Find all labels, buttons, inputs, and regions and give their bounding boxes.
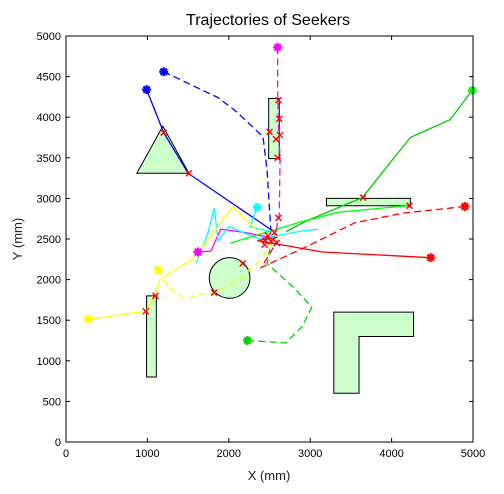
cross-marker-9	[239, 259, 247, 267]
y-tick-label-2: 1000	[37, 356, 61, 368]
obstacle-circle-5	[208, 257, 251, 299]
trajectory-line-10	[247, 238, 313, 344]
cross-marker-8	[210, 289, 218, 297]
start-marker-8	[243, 336, 253, 345]
cross-marker-16	[264, 232, 272, 240]
cross-marker-1	[185, 169, 193, 177]
x-tick-label-0: 0	[63, 448, 69, 460]
trajectory-line-11	[257, 236, 431, 259]
y-tick-label-7: 3500	[37, 153, 61, 165]
start-marker-7	[467, 85, 477, 95]
x-axis-label: X (mm)	[248, 468, 291, 483]
y-tick-label-0: 0	[55, 437, 61, 449]
y-tick-label-1: 500	[43, 396, 61, 408]
start-marker-2	[273, 42, 283, 52]
obstacle-polygon-4	[333, 311, 415, 394]
obstacle-polygon-0	[135, 125, 190, 174]
x-tick-label-5: 5000	[461, 448, 485, 460]
trajectory-line-9	[230, 205, 408, 244]
trajectory-line-7	[157, 234, 279, 300]
cross-marker-11	[359, 194, 367, 202]
trajectory-line-3	[197, 228, 270, 253]
cross-marker-2	[266, 128, 273, 136]
trajectory-line-12	[259, 205, 465, 269]
y-tick-label-4: 2000	[37, 275, 61, 287]
cross-marker-4	[274, 154, 282, 162]
axis-ticks: 0 1000 2000 3000 4000 5000 0 500 1000 1500 2000 250…	[37, 31, 486, 460]
x-tick-label-2: 2000	[217, 448, 241, 460]
y-tick-label-6: 3000	[37, 193, 61, 205]
trajectory-line-8	[285, 90, 473, 233]
cross-marker-0	[160, 129, 168, 137]
y-axis-label: Y (mm)	[10, 218, 25, 260]
trajectory-line-1	[163, 71, 272, 235]
start-marker-1	[159, 67, 169, 77]
cross-marker-6	[142, 307, 150, 315]
cross-marker-7	[152, 292, 160, 300]
trajectory-line-0	[145, 89, 274, 232]
cross-marker-17	[270, 229, 278, 236]
x-tick-label-3: 3000	[298, 448, 322, 460]
start-marker-3	[193, 247, 203, 257]
y-tick-label-8: 4000	[37, 112, 61, 124]
start-marker-4	[252, 202, 262, 212]
start-marker-0	[142, 85, 152, 95]
x-tick-label-4: 4000	[379, 448, 403, 460]
x-tick-label-1: 1000	[135, 448, 159, 460]
start-marker-6	[153, 265, 163, 275]
cross-marker-5	[274, 96, 282, 104]
trajectory-line-5	[195, 207, 319, 264]
cross-marker-20	[275, 115, 283, 123]
cross-marker-12	[406, 202, 414, 210]
y-tick-label-3: 1500	[37, 315, 61, 327]
y-tick-label-5: 2500	[37, 234, 61, 246]
cross-marker-14	[267, 237, 275, 245]
trajectory-line-4	[249, 207, 269, 232]
y-tick-label-9: 4500	[37, 72, 61, 84]
cross-marker-19	[276, 131, 284, 139]
start-marker-9	[460, 202, 470, 212]
chart-title: Trajectories of Seekers	[186, 12, 350, 29]
cross-marker-13	[274, 214, 282, 222]
cross-marker-15	[273, 239, 281, 247]
cross-marker-18	[261, 237, 269, 245]
start-marker-5	[83, 314, 93, 324]
obstacle-polygon-1	[325, 197, 411, 207]
y-tick-label-10: 5000	[37, 31, 61, 43]
start-marker-10	[426, 253, 436, 263]
